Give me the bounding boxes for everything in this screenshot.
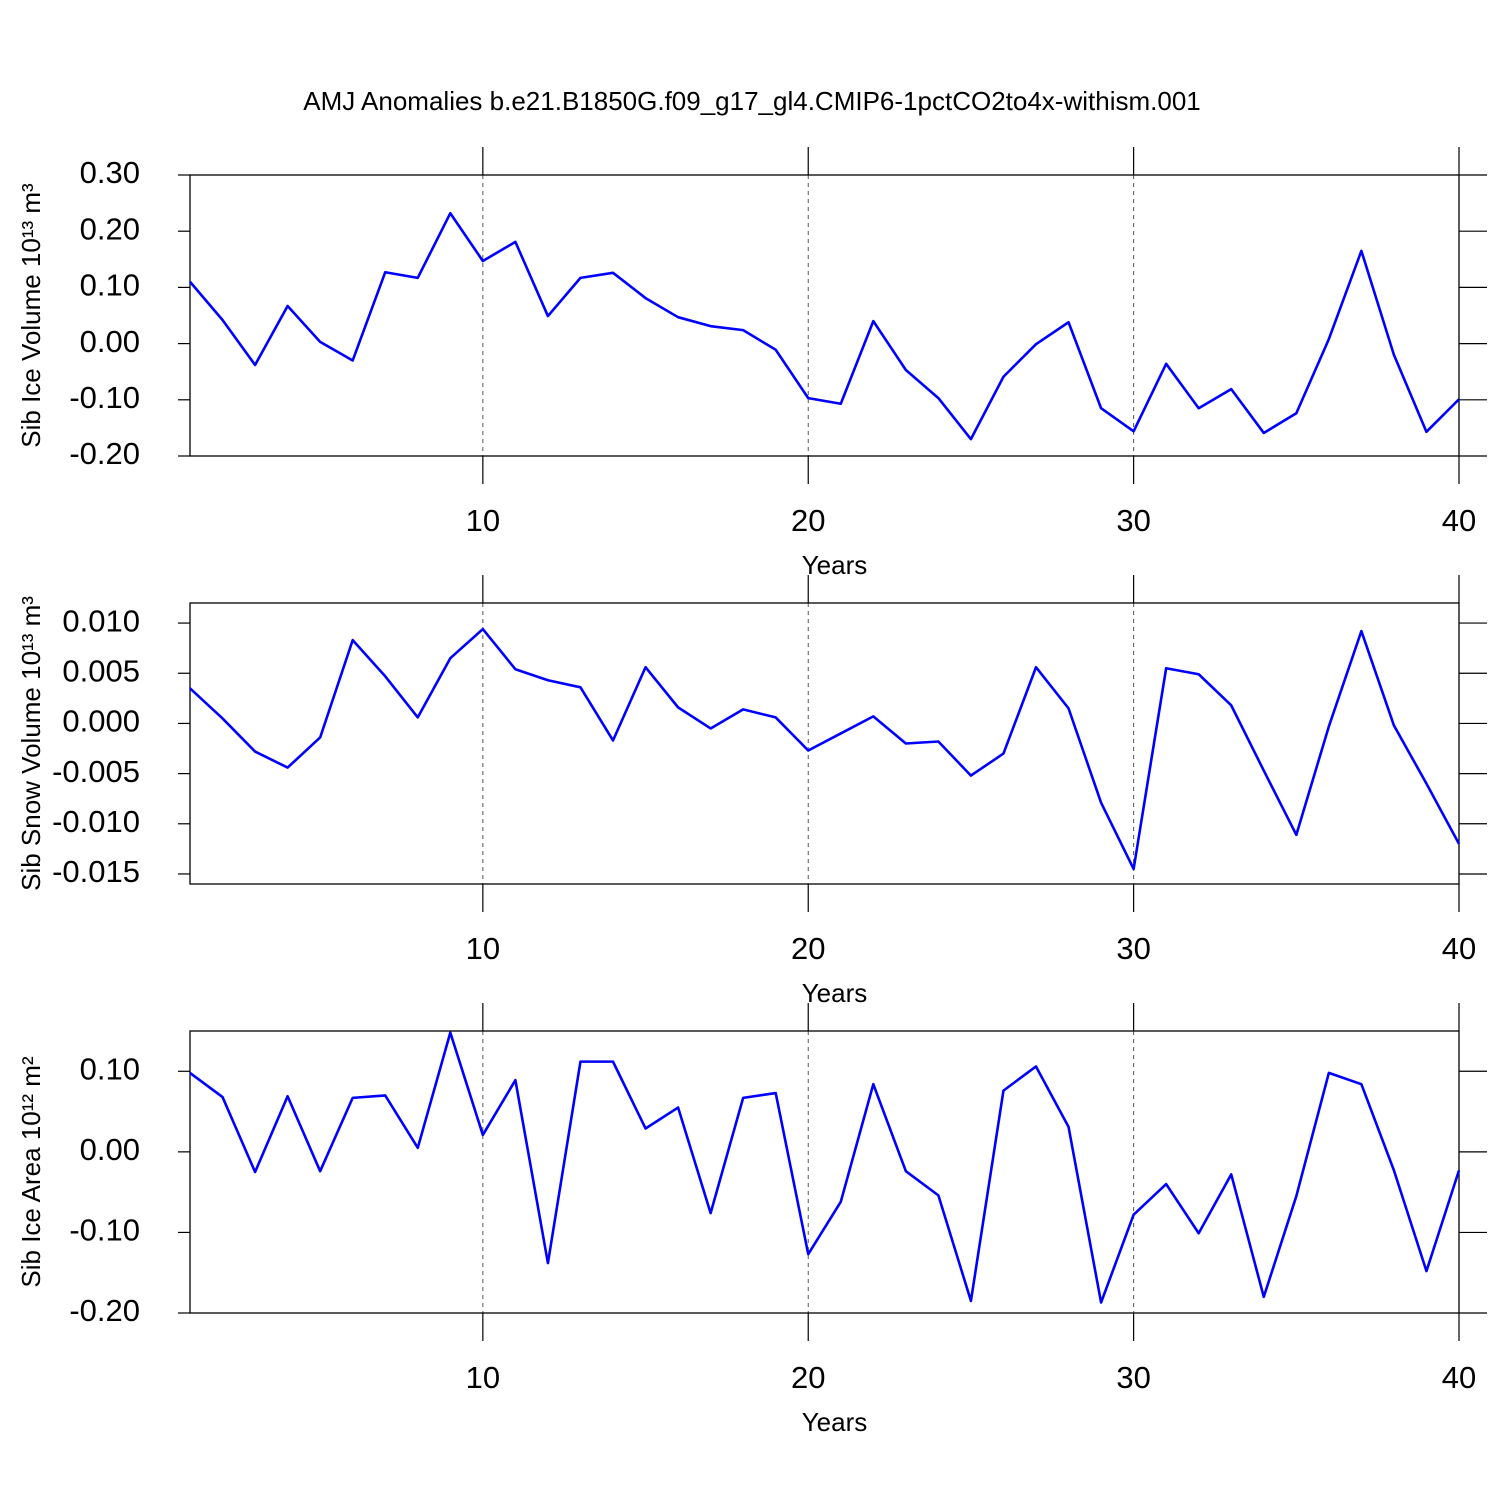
y-axis-label: Sib Ice Area 10¹² m² [16,1056,46,1288]
y-tick-label: -0.010 [52,804,140,839]
x-tick-label: 10 [466,1360,500,1395]
x-tick-label: 10 [466,503,500,538]
y-tick-label: -0.10 [69,380,140,415]
panel: 10 20 30 40 0.30 0.20 0.10 0.00 -0.10 -0.20 Years S… [16,147,1487,580]
y-axis-label: Sib Ice Volume 10¹³ m³ [16,183,46,448]
plot-frame [189,174,1460,457]
y-tick-label: 0.00 [80,1132,140,1167]
x-tick-label: 30 [1116,1360,1150,1395]
y-tick-label: 0.20 [80,211,140,246]
x-tick-label: 20 [791,1360,825,1395]
x-tick-label: 40 [1442,931,1476,966]
x-axis-label: Years [802,550,868,580]
x-tick-label: 40 [1442,1360,1476,1395]
data-line [189,627,1461,871]
y-tick-label: -0.20 [69,1293,140,1328]
x-axis-label: Years [802,1407,868,1437]
x-tick-label: 40 [1442,503,1476,538]
data-line [189,1031,1461,1304]
y-tick-label: -0.015 [52,854,140,889]
y-tick-label: 0.00 [80,324,140,359]
y-tick-label: 0.010 [62,603,140,638]
x-tick-label: 30 [1116,503,1150,538]
y-tick-label: 0.000 [62,704,140,739]
panel: 10 20 30 40 0.10 0.00 -0.10 -0.20 Years Sib Ice A… [16,1003,1487,1437]
x-tick-label: 20 [791,931,825,966]
y-tick-label: 0.10 [80,1051,140,1086]
y-tick-label: -0.10 [69,1213,140,1248]
data-line [189,211,1460,441]
plot-frame [189,602,1460,885]
figure-title: AMJ Anomalies b.e21.B1850G.f09_g17_gl4.C… [303,86,1200,116]
x-tick-label: 20 [791,503,825,538]
x-axis-label: Years [802,978,868,1008]
y-tick-label: 0.005 [62,653,140,688]
y-tick-label: -0.005 [52,754,140,789]
x-tick-label: 30 [1116,931,1150,966]
y-tick-label: -0.20 [69,436,140,471]
panel: 10 20 30 40 0.010 0.005 0.000 -0.005 -0.010 -0.01… [16,575,1487,1008]
x-tick-label: 10 [466,931,500,966]
y-tick-label: 0.30 [80,155,140,190]
y-axis-label: Sib Snow Volume 10¹³ m³ [16,596,46,891]
y-tick-label: 0.10 [80,268,140,303]
